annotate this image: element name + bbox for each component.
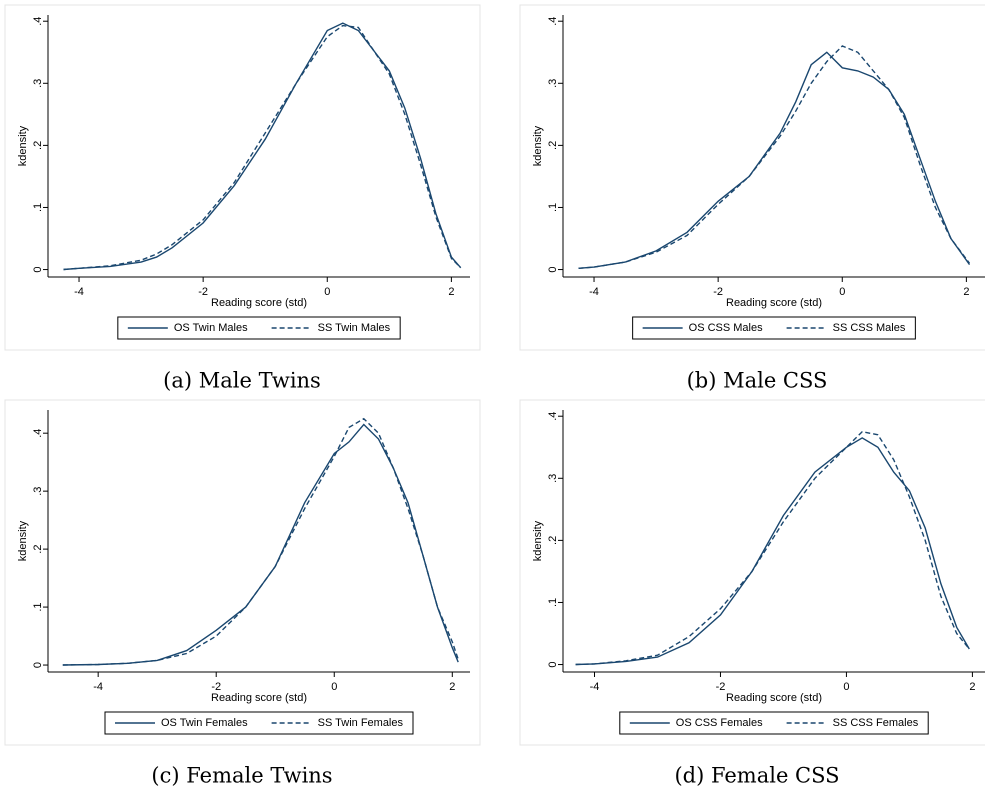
y-tick-label: 0 (32, 662, 44, 668)
legend-label: OS CSS Females (676, 717, 763, 729)
y-tick-label: .1 (547, 598, 559, 607)
caption: (a) Male Twins (163, 369, 321, 393)
legend-label: OS Twin Males (174, 322, 248, 334)
x-tick-label: -2 (211, 681, 221, 693)
x-tick-label: -4 (590, 681, 600, 693)
legend-box (619, 711, 929, 735)
y-tick-label: .3 (547, 79, 559, 88)
legend: OS Twin Males SS Twin Males (117, 316, 401, 340)
x-tick-label: -2 (198, 286, 208, 298)
caption: (d) Female CSS (674, 764, 839, 788)
legend: OS CSS Males SS CSS Males (632, 316, 916, 340)
y-tick-label: .2 (32, 141, 44, 150)
y-axis-label: kdensity (532, 125, 544, 166)
y-tick-label: .1 (32, 602, 44, 611)
y-tick-label: .1 (547, 203, 559, 212)
x-tick-label: -4 (589, 286, 599, 298)
legend-label: OS CSS Males (689, 322, 763, 334)
x-tick-label: 0 (843, 681, 849, 693)
density-line (578, 51, 971, 269)
legend-label: SS CSS Males (833, 322, 906, 334)
y-tick-label: 0 (32, 266, 44, 272)
legend-label: SS Twin Males (318, 322, 391, 334)
x-tick-label: -4 (93, 681, 103, 693)
x-tick-label: -2 (713, 286, 723, 298)
y-tick-label: .4 (32, 17, 44, 26)
y-tick-label: .3 (32, 487, 44, 496)
x-tick-label: 2 (448, 286, 454, 298)
y-tick-label: .2 (547, 141, 559, 150)
x-tick-label: 0 (331, 681, 337, 693)
x-tick-label: -4 (74, 286, 84, 298)
x-tick-label: 0 (324, 286, 330, 298)
x-tick-label: 2 (969, 681, 975, 693)
y-axis-label: kdensity (532, 520, 544, 561)
density-line (62, 423, 459, 666)
y-tick-label: .1 (32, 203, 44, 212)
legend-label: SS Twin Females (318, 717, 404, 729)
x-axis-label: Reading score (std) (726, 692, 822, 704)
density-line (63, 22, 462, 271)
panel-frame (4, 4, 481, 351)
legend-label: SS CSS Females (833, 717, 919, 729)
y-tick-label: .4 (547, 17, 559, 26)
y-tick-label: .4 (547, 412, 559, 421)
y-tick-label: .2 (32, 545, 44, 554)
caption: (b) Male CSS (687, 369, 828, 393)
density-line (575, 430, 970, 666)
legend-box (117, 316, 401, 340)
density-line (62, 417, 459, 666)
y-tick-label: .2 (547, 536, 559, 545)
legend: OS Twin Females SS Twin Females (104, 711, 414, 735)
x-tick-label: 2 (449, 681, 455, 693)
density-line (575, 437, 970, 666)
y-tick-label: .3 (547, 474, 559, 483)
legend-box (632, 316, 916, 340)
panel-frame (519, 4, 985, 351)
y-tick-label: 0 (547, 266, 559, 272)
density-line (578, 45, 971, 269)
legend-box (104, 711, 414, 735)
density-line (63, 24, 462, 271)
y-tick-label: .3 (32, 79, 44, 88)
x-axis-label: Reading score (std) (211, 692, 307, 704)
x-tick-label: 2 (963, 286, 969, 298)
y-axis-label: kdensity (17, 520, 29, 561)
x-axis-label: Reading score (std) (211, 297, 307, 309)
y-tick-label: .4 (32, 429, 44, 438)
caption: (c) Female Twins (151, 764, 332, 788)
y-tick-label: 0 (547, 661, 559, 667)
legend-label: OS Twin Females (161, 717, 248, 729)
x-tick-label: -2 (716, 681, 726, 693)
legend: OS CSS Females SS CSS Females (619, 711, 929, 735)
x-tick-label: 0 (839, 286, 845, 298)
y-axis-label: kdensity (17, 125, 29, 166)
panel-frame (519, 399, 985, 746)
panel-frame (4, 399, 481, 746)
x-axis-label: Reading score (std) (726, 297, 822, 309)
